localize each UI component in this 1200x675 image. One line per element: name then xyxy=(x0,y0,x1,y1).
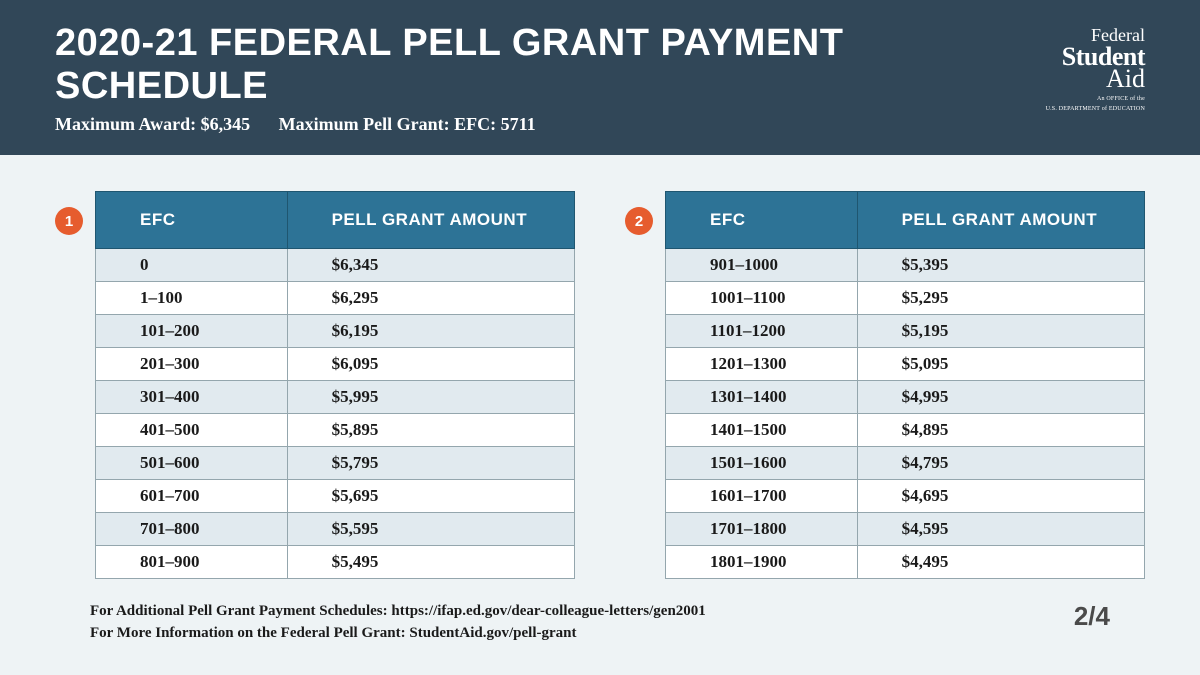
th-efc: EFC xyxy=(96,192,288,249)
table-row: 101–200$6,195 xyxy=(96,315,575,348)
table-row: 201–300$6,095 xyxy=(96,348,575,381)
th-amount: PELL GRANT AMOUNT xyxy=(287,192,574,249)
tbody-1: 0$6,3451–100$6,295101–200$6,195201–300$6… xyxy=(96,249,575,579)
th-efc: EFC xyxy=(666,192,858,249)
cell-amount: $4,695 xyxy=(857,480,1144,513)
cell-efc: 1801–1900 xyxy=(666,546,858,579)
cell-amount: $4,495 xyxy=(857,546,1144,579)
cell-efc: 0 xyxy=(96,249,288,282)
cell-amount: $4,895 xyxy=(857,414,1144,447)
cell-efc: 1301–1400 xyxy=(666,381,858,414)
badge-2: 2 xyxy=(625,207,653,235)
table-row: 701–800$5,595 xyxy=(96,513,575,546)
cell-amount: $5,195 xyxy=(857,315,1144,348)
pell-table-2: EFC PELL GRANT AMOUNT 901–1000$5,3951001… xyxy=(665,191,1145,579)
cell-amount: $4,995 xyxy=(857,381,1144,414)
cell-efc: 701–800 xyxy=(96,513,288,546)
table-row: 601–700$5,695 xyxy=(96,480,575,513)
cell-amount: $5,695 xyxy=(287,480,574,513)
cell-efc: 101–200 xyxy=(96,315,288,348)
table-row: 1301–1400$4,995 xyxy=(666,381,1145,414)
pell-table-1: EFC PELL GRANT AMOUNT 0$6,3451–100$6,295… xyxy=(95,191,575,579)
cell-amount: $5,395 xyxy=(857,249,1144,282)
table-row: 1201–1300$5,095 xyxy=(666,348,1145,381)
header: 2020-21 FEDERAL PELL GRANT PAYMENT SCHED… xyxy=(0,0,1200,155)
footer-text: For Additional Pell Grant Payment Schedu… xyxy=(90,601,706,645)
footer-line1: For Additional Pell Grant Payment Schedu… xyxy=(90,601,706,623)
max-efc: Maximum Pell Grant: EFC: 5711 xyxy=(279,114,536,134)
cell-efc: 301–400 xyxy=(96,381,288,414)
cell-amount: $5,995 xyxy=(287,381,574,414)
cell-amount: $5,595 xyxy=(287,513,574,546)
th-amount: PELL GRANT AMOUNT xyxy=(857,192,1144,249)
cell-amount: $5,495 xyxy=(287,546,574,579)
footer: For Additional Pell Grant Payment Schedu… xyxy=(0,579,1200,645)
cell-amount: $4,595 xyxy=(857,513,1144,546)
content: 1 EFC PELL GRANT AMOUNT 0$6,3451–100$6,2… xyxy=(0,155,1200,579)
logo-sub1: An OFFICE of the xyxy=(1046,96,1145,102)
table-row: 1701–1800$4,595 xyxy=(666,513,1145,546)
footer-line2: For More Information on the Federal Pell… xyxy=(90,623,706,645)
table-row: 1001–1100$5,295 xyxy=(666,282,1145,315)
cell-efc: 801–900 xyxy=(96,546,288,579)
cell-efc: 201–300 xyxy=(96,348,288,381)
cell-amount: $4,795 xyxy=(857,447,1144,480)
cell-efc: 1001–1100 xyxy=(666,282,858,315)
cell-amount: $6,095 xyxy=(287,348,574,381)
cell-amount: $6,295 xyxy=(287,282,574,315)
cell-efc: 901–1000 xyxy=(666,249,858,282)
table-row: 501–600$5,795 xyxy=(96,447,575,480)
cell-efc: 1601–1700 xyxy=(666,480,858,513)
cell-efc: 1201–1300 xyxy=(666,348,858,381)
table-row: 301–400$5,995 xyxy=(96,381,575,414)
badge-1: 1 xyxy=(55,207,83,235)
cell-efc: 1501–1600 xyxy=(666,447,858,480)
tbody-2: 901–1000$5,3951001–1100$5,2951101–1200$5… xyxy=(666,249,1145,579)
table-row: 401–500$5,895 xyxy=(96,414,575,447)
cell-efc: 1701–1800 xyxy=(666,513,858,546)
cell-efc: 501–600 xyxy=(96,447,288,480)
fsa-logo: Federal Student Aid An OFFICE of the U.S… xyxy=(1046,22,1145,112)
subtitle: Maximum Award: $6,345 Maximum Pell Grant… xyxy=(55,114,1046,135)
table-row: 1501–1600$4,795 xyxy=(666,447,1145,480)
table-row: 1–100$6,295 xyxy=(96,282,575,315)
cell-amount: $5,795 xyxy=(287,447,574,480)
cell-amount: $6,195 xyxy=(287,315,574,348)
cell-amount: $6,345 xyxy=(287,249,574,282)
table-row: 0$6,345 xyxy=(96,249,575,282)
table-row: 1401–1500$4,895 xyxy=(666,414,1145,447)
logo-sub2: U.S. DEPARTMENT of EDUCATION xyxy=(1046,106,1145,112)
page-title: 2020-21 FEDERAL PELL GRANT PAYMENT SCHED… xyxy=(55,22,1046,108)
cell-efc: 401–500 xyxy=(96,414,288,447)
table-group-1: 1 EFC PELL GRANT AMOUNT 0$6,3451–100$6,2… xyxy=(55,191,575,579)
table-row: 1101–1200$5,195 xyxy=(666,315,1145,348)
cell-amount: $5,095 xyxy=(857,348,1144,381)
table-row: 1801–1900$4,495 xyxy=(666,546,1145,579)
cell-efc: 1–100 xyxy=(96,282,288,315)
table-row: 801–900$5,495 xyxy=(96,546,575,579)
table-row: 901–1000$5,395 xyxy=(666,249,1145,282)
table-group-2: 2 EFC PELL GRANT AMOUNT 901–1000$5,39510… xyxy=(625,191,1145,579)
cell-amount: $5,295 xyxy=(857,282,1144,315)
table-row: 1601–1700$4,695 xyxy=(666,480,1145,513)
header-left: 2020-21 FEDERAL PELL GRANT PAYMENT SCHED… xyxy=(55,22,1046,135)
page-number: 2/4 xyxy=(1074,601,1110,632)
cell-efc: 1401–1500 xyxy=(666,414,858,447)
cell-amount: $5,895 xyxy=(287,414,574,447)
cell-efc: 601–700 xyxy=(96,480,288,513)
cell-efc: 1101–1200 xyxy=(666,315,858,348)
max-award: Maximum Award: $6,345 xyxy=(55,114,250,134)
